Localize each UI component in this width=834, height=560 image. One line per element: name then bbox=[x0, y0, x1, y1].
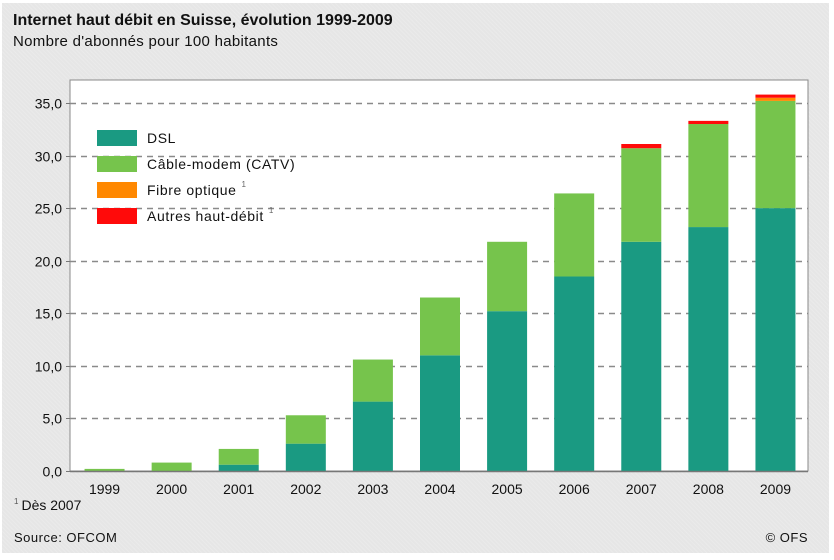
y-tick-label: 20,0 bbox=[35, 254, 62, 270]
x-tick-label: 2000 bbox=[156, 481, 187, 497]
legend-swatch bbox=[97, 208, 137, 224]
x-tick-label: 2001 bbox=[223, 481, 254, 497]
legend: DSL Câble-modem (CATV) Fibre optique 1 Autre… bbox=[97, 130, 295, 224]
legend-footnote-mark: 1 bbox=[242, 180, 247, 189]
bar-segment-c-ble-modem-catv bbox=[621, 148, 662, 242]
source-label: Source: OFCOM bbox=[14, 530, 118, 545]
legend-swatch bbox=[97, 156, 137, 172]
y-tick-label: 30,0 bbox=[35, 149, 62, 165]
x-tick-label: 1999 bbox=[89, 481, 120, 497]
bar-segment-autres-haut-d-bit bbox=[621, 144, 662, 149]
chart-subtitle: Nombre d'abonnés pour 100 habitants bbox=[13, 33, 279, 50]
legend-label: Fibre optique bbox=[147, 182, 237, 198]
bar-segment-fibre-optique bbox=[755, 97, 796, 101]
y-tick-label: 10,0 bbox=[35, 359, 62, 375]
bar-segment-dsl bbox=[285, 443, 326, 471]
bar-segment-dsl bbox=[554, 276, 595, 471]
y-tick-label: 35,0 bbox=[35, 96, 62, 112]
bar-segment-c-ble-modem-catv bbox=[84, 468, 125, 471]
footnote: 1 Dès 2007 bbox=[14, 497, 81, 513]
legend-swatch bbox=[97, 182, 137, 198]
x-tick-label: 2006 bbox=[559, 481, 590, 497]
x-tick-label: 2002 bbox=[290, 481, 321, 497]
bar-segment-c-ble-modem-catv bbox=[218, 448, 259, 465]
chart-title: Internet haut débit en Suisse, évolution… bbox=[13, 12, 393, 29]
bar-segment-autres-haut-d-bit bbox=[755, 94, 796, 98]
legend-footnote-mark: 1 bbox=[269, 206, 274, 215]
bar-segment-c-ble-modem-catv bbox=[420, 297, 460, 356]
y-tick-label: 5,0 bbox=[43, 411, 63, 427]
bar-segment-dsl bbox=[688, 227, 729, 471]
bar-segment-dsl bbox=[420, 355, 460, 471]
x-tick-label: 2008 bbox=[693, 481, 724, 497]
x-tick-label: 2003 bbox=[357, 481, 388, 497]
bar-segment-c-ble-modem-catv bbox=[487, 241, 528, 312]
legend-label: DSL bbox=[147, 130, 176, 146]
bar-segment-dsl bbox=[755, 208, 796, 471]
bar-segment-c-ble-modem-catv bbox=[554, 193, 595, 277]
x-tick-label: 2004 bbox=[424, 481, 455, 497]
footnote-text: Dès 2007 bbox=[21, 497, 82, 513]
bars bbox=[84, 94, 796, 471]
legend-swatch bbox=[97, 130, 137, 146]
y-tick-label: 25,0 bbox=[35, 201, 62, 217]
x-tick-label: 2005 bbox=[492, 481, 523, 497]
legend-label: Câble-modem (CATV) bbox=[147, 156, 295, 172]
y-tick-label: 0,0 bbox=[43, 464, 63, 480]
bar-segment-dsl bbox=[621, 241, 662, 471]
x-axis-ticks: 1999 2000 2001 2002 2003 2004 2005 2006 2007 2008… bbox=[89, 481, 791, 497]
y-axis-ticks: 0,0 5,0 10,0 15,0 20,0 25,0 30,0 35,0 bbox=[35, 96, 70, 480]
bar-segment-dsl bbox=[218, 464, 259, 471]
legend-label: Autres haut-débit bbox=[147, 208, 264, 224]
footnote-mark: 1 bbox=[14, 497, 19, 506]
bar-segment-autres-haut-d-bit bbox=[688, 120, 729, 125]
x-tick-label: 2007 bbox=[626, 481, 657, 497]
y-tick-label: 15,0 bbox=[35, 306, 62, 322]
bar-segment-c-ble-modem-catv bbox=[688, 124, 729, 228]
bar-segment-dsl bbox=[352, 401, 393, 471]
copyright-label: © OFS bbox=[765, 530, 808, 545]
bar-segment-c-ble-modem-catv bbox=[151, 462, 192, 471]
bar-segment-c-ble-modem-catv bbox=[352, 359, 393, 402]
bar-segment-c-ble-modem-catv bbox=[285, 415, 326, 444]
bar-segment-c-ble-modem-catv bbox=[755, 100, 796, 209]
x-tick-label: 2009 bbox=[760, 481, 791, 497]
bar-segment-dsl bbox=[487, 311, 528, 471]
